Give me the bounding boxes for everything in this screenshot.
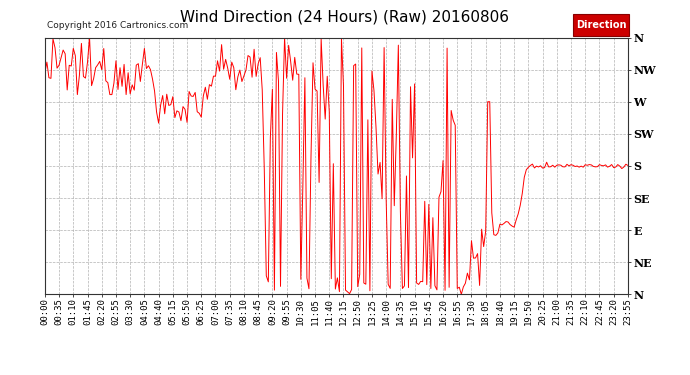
Text: Wind Direction (24 Hours) (Raw) 20160806: Wind Direction (24 Hours) (Raw) 20160806 [181, 9, 509, 24]
Text: Direction: Direction [575, 20, 627, 30]
Text: Copyright 2016 Cartronics.com: Copyright 2016 Cartronics.com [47, 21, 188, 30]
